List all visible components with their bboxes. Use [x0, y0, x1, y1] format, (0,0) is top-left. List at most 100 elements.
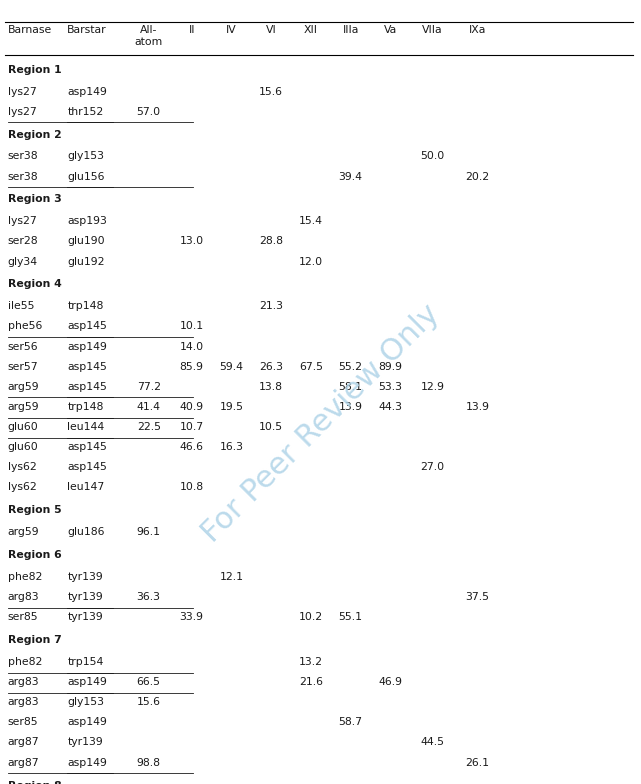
- Text: VIIa: VIIa: [422, 25, 443, 35]
- Text: arg83: arg83: [8, 592, 39, 602]
- Text: glu186: glu186: [67, 527, 105, 537]
- Text: 13.0: 13.0: [179, 236, 204, 246]
- Text: 12.0: 12.0: [299, 256, 323, 267]
- Text: asp149: asp149: [67, 86, 107, 96]
- Text: phe82: phe82: [8, 657, 42, 667]
- Text: 58.1: 58.1: [338, 382, 363, 392]
- Text: 53.3: 53.3: [378, 382, 403, 392]
- Text: 40.9: 40.9: [179, 402, 204, 412]
- Text: asp193: asp193: [67, 216, 107, 227]
- Text: lys62: lys62: [8, 463, 37, 472]
- Text: Region 3: Region 3: [8, 194, 62, 205]
- Text: For Peer Review Only: For Peer Review Only: [196, 299, 445, 548]
- Text: 15.6: 15.6: [137, 697, 161, 707]
- Text: Region 5: Region 5: [8, 506, 62, 515]
- Text: ile55: ile55: [8, 301, 34, 311]
- Text: lys27: lys27: [8, 86, 37, 96]
- Text: glu156: glu156: [67, 172, 105, 182]
- Text: 36.3: 36.3: [137, 592, 161, 602]
- Text: Region 8: Region 8: [8, 781, 62, 784]
- Text: Barnase: Barnase: [8, 25, 52, 35]
- Text: tyr139: tyr139: [67, 592, 103, 602]
- Text: XII: XII: [304, 25, 318, 35]
- Text: 85.9: 85.9: [179, 361, 204, 372]
- Text: ser56: ser56: [8, 342, 38, 351]
- Text: asp145: asp145: [67, 321, 107, 332]
- Text: IXa: IXa: [469, 25, 487, 35]
- Text: 46.9: 46.9: [378, 677, 403, 687]
- Text: 44.3: 44.3: [378, 402, 403, 412]
- Text: 39.4: 39.4: [338, 172, 363, 182]
- Text: asp149: asp149: [67, 717, 107, 728]
- Text: lys27: lys27: [8, 216, 37, 227]
- Text: 55.1: 55.1: [338, 612, 363, 622]
- Text: 22.5: 22.5: [137, 422, 161, 432]
- Text: glu60: glu60: [8, 422, 38, 432]
- Text: II: II: [188, 25, 195, 35]
- Text: gly34: gly34: [8, 256, 38, 267]
- Text: Region 4: Region 4: [8, 279, 62, 289]
- Text: arg59: arg59: [8, 382, 39, 392]
- Text: 10.2: 10.2: [299, 612, 323, 622]
- Text: glu190: glu190: [67, 236, 105, 246]
- Text: IIIa: IIIa: [342, 25, 359, 35]
- Text: asp145: asp145: [67, 382, 107, 392]
- Text: trp148: trp148: [67, 301, 104, 311]
- Text: arg59: arg59: [8, 402, 39, 412]
- Text: 46.6: 46.6: [179, 442, 204, 452]
- Text: asp145: asp145: [67, 463, 107, 472]
- Text: phe82: phe82: [8, 572, 42, 582]
- Text: 13.9: 13.9: [465, 402, 490, 412]
- Text: 26.1: 26.1: [465, 757, 490, 768]
- Text: asp149: asp149: [67, 342, 107, 351]
- Text: 28.8: 28.8: [259, 236, 283, 246]
- Text: arg83: arg83: [8, 677, 39, 687]
- Text: phe56: phe56: [8, 321, 42, 332]
- Text: arg83: arg83: [8, 697, 39, 707]
- Text: Region 6: Region 6: [8, 550, 62, 560]
- Text: thr152: thr152: [67, 107, 104, 117]
- Text: 13.9: 13.9: [338, 402, 363, 412]
- Text: 89.9: 89.9: [378, 361, 403, 372]
- Text: arg87: arg87: [8, 757, 39, 768]
- Text: 50.0: 50.0: [420, 151, 445, 162]
- Text: tyr139: tyr139: [67, 572, 103, 582]
- Text: trp148: trp148: [67, 402, 104, 412]
- Text: tyr139: tyr139: [67, 738, 103, 747]
- Text: 57.0: 57.0: [137, 107, 161, 117]
- Text: gly153: gly153: [67, 151, 104, 162]
- Text: leu147: leu147: [67, 482, 104, 492]
- Text: ser85: ser85: [8, 717, 38, 728]
- Text: 41.4: 41.4: [137, 402, 161, 412]
- Text: 21.3: 21.3: [259, 301, 283, 311]
- Text: ser85: ser85: [8, 612, 38, 622]
- Text: 44.5: 44.5: [420, 738, 445, 747]
- Text: Region 2: Region 2: [8, 129, 62, 140]
- Text: Va: Va: [384, 25, 397, 35]
- Text: 59.4: 59.4: [219, 361, 244, 372]
- Text: ser57: ser57: [8, 361, 38, 372]
- Text: gly153: gly153: [67, 697, 104, 707]
- Text: 27.0: 27.0: [420, 463, 445, 472]
- Text: 10.5: 10.5: [259, 422, 283, 432]
- Text: VI: VI: [266, 25, 276, 35]
- Text: arg87: arg87: [8, 738, 39, 747]
- Text: Barstar: Barstar: [67, 25, 107, 35]
- Text: 15.6: 15.6: [259, 86, 283, 96]
- Text: 33.9: 33.9: [179, 612, 204, 622]
- Text: Region 7: Region 7: [8, 635, 62, 645]
- Text: 98.8: 98.8: [137, 757, 161, 768]
- Text: 21.6: 21.6: [299, 677, 323, 687]
- Text: trp154: trp154: [67, 657, 104, 667]
- Text: 67.5: 67.5: [299, 361, 323, 372]
- Text: lys62: lys62: [8, 482, 37, 492]
- Text: 14.0: 14.0: [179, 342, 204, 351]
- Text: asp145: asp145: [67, 361, 107, 372]
- Text: 12.1: 12.1: [219, 572, 244, 582]
- Text: glu192: glu192: [67, 256, 105, 267]
- Text: 10.8: 10.8: [179, 482, 204, 492]
- Text: 55.2: 55.2: [338, 361, 363, 372]
- Text: tyr139: tyr139: [67, 612, 103, 622]
- Text: All-
atom: All- atom: [135, 25, 163, 47]
- Text: 16.3: 16.3: [219, 442, 244, 452]
